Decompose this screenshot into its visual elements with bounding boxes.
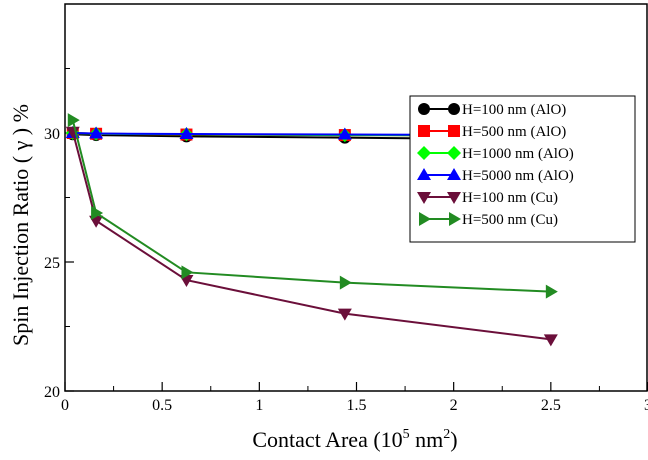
legend-box (409, 95, 636, 243)
legend-entry: H=100 nm (AlO) (418, 102, 566, 118)
legend-marker (418, 125, 430, 137)
legend-entry: H=100 nm (Cu) (417, 190, 558, 206)
legend-label: H=100 nm (AlO) (462, 102, 566, 118)
legend-marker (447, 192, 461, 204)
legend-marker (419, 212, 431, 226)
legend-entry: H=5000 nm (AlO) (417, 168, 574, 184)
x-tick-label: 1 (255, 397, 263, 414)
y-tick-label: 25 (44, 255, 60, 272)
legend-entry: H=500 nm (AlO) (418, 124, 566, 140)
axis-ticks: 0 0.5 1 1.5 2 2.5 3 20 25 30 (44, 68, 648, 414)
y-tick-label: 20 (44, 384, 60, 401)
x-axis-title: Contact Area (105 nm2) (252, 427, 457, 452)
data-point (179, 127, 194, 140)
x-tick-label: 1.5 (347, 397, 367, 414)
x-tick-label: 0 (61, 397, 69, 414)
series-5 (65, 126, 558, 347)
legend-marker (417, 146, 431, 160)
data-point (91, 205, 104, 220)
legend-entry: H=1000 nm (AlO) (417, 146, 574, 162)
data-point (65, 126, 80, 139)
legend-label: H=500 nm (AlO) (462, 124, 566, 140)
x-tick-label: 3 (644, 397, 648, 414)
data-point (89, 126, 104, 139)
x-tick-label: 0.5 (152, 397, 172, 414)
data-point (337, 308, 352, 321)
legend-label: H=1000 nm (AlO) (462, 146, 574, 162)
legend: H=100 nm (AlO) H=500 nm (AlO) H=1000 nm (A… (409, 95, 636, 243)
legend-label: H=500 nm (Cu) (462, 212, 558, 228)
legend-marker (417, 168, 431, 180)
legend-label: H=100 nm (Cu) (462, 190, 558, 206)
legend-marker (449, 212, 461, 226)
legend-marker (447, 146, 461, 160)
y-axis-title: Spin Injection Ratio ( γ ) % (8, 104, 33, 346)
x-tick-label: 2.5 (541, 397, 561, 414)
legend-marker (448, 125, 460, 137)
legend-entry: H=500 nm (Cu) (419, 212, 558, 228)
legend-marker (417, 192, 431, 204)
data-point (337, 127, 352, 140)
legend-marker (418, 103, 430, 115)
data-point (543, 334, 558, 347)
series-6 (67, 113, 558, 299)
data-point (339, 275, 352, 290)
legend-marker (448, 103, 460, 115)
data-point (181, 265, 194, 280)
x-tick-label: 2 (450, 397, 458, 414)
legend-marker (447, 168, 461, 180)
data-point (545, 284, 558, 299)
y-tick-label: 30 (44, 126, 60, 143)
data-point (67, 113, 80, 128)
legend-label: H=5000 nm (AlO) (462, 168, 574, 184)
